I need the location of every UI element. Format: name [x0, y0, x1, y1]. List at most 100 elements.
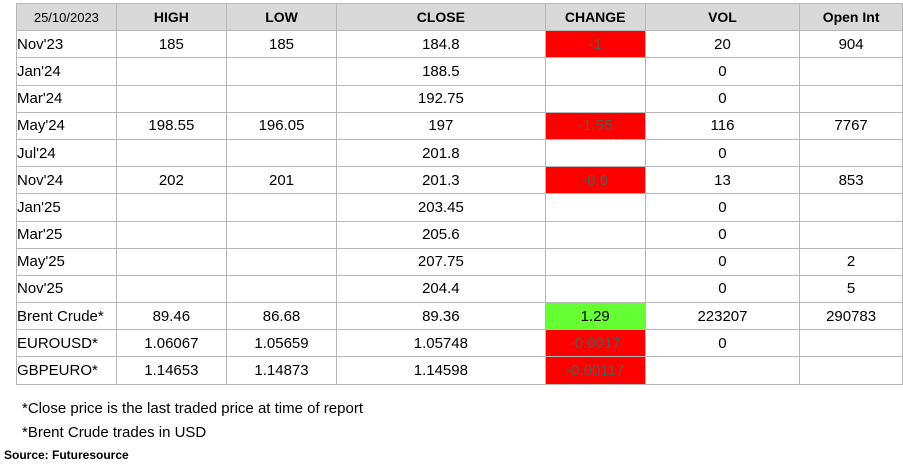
low-cell [225, 138, 338, 168]
high-cell [115, 84, 227, 113]
close-cell: 89.36 [336, 302, 546, 331]
table-row: Jul'24 201.8 0 [16, 138, 903, 168]
contract-name: Jan'24 [16, 57, 117, 86]
change-header: CHANGE [544, 2, 646, 32]
vol-cell: 223207 [644, 302, 801, 331]
vol-cell: 0 [644, 247, 801, 276]
contract-name: Jul'24 [16, 138, 117, 168]
vol-cell: 0 [644, 138, 801, 168]
table-row: Mar'24 192.75 0 [16, 84, 903, 113]
low-cell: 1.05659 [225, 329, 338, 358]
high-header: HIGH [115, 2, 227, 32]
table-row: Nov'25 204.4 0 5 [16, 274, 903, 304]
low-cell [225, 220, 338, 249]
high-cell [115, 247, 227, 276]
vol-cell [644, 356, 801, 385]
futures-table: 25/10/2023 HIGH LOW CLOSE CHANGE VOL Ope… [16, 2, 903, 385]
open-int-cell: 7767 [799, 111, 903, 140]
high-cell [115, 220, 227, 249]
close-cell: 197 [336, 111, 546, 140]
change-cell [544, 220, 646, 249]
contract-name: Mar'25 [16, 220, 117, 249]
open-int-cell [799, 84, 903, 113]
open-int-cell: 290783 [799, 302, 903, 331]
high-cell [115, 57, 227, 86]
change-cell: -0.6 [544, 166, 646, 195]
contract-name: May'24 [16, 111, 117, 140]
low-cell [225, 193, 338, 222]
high-cell [115, 138, 227, 168]
change-cell: 1.29 [544, 302, 646, 331]
table-row: May'24 198.55 196.05 197 -1.55 116 7767 [16, 111, 903, 140]
change-cell [544, 274, 646, 304]
contract-name: Nov'24 [16, 166, 117, 195]
close-cell: 207.75 [336, 247, 546, 276]
change-cell [544, 57, 646, 86]
open-int-cell [799, 193, 903, 222]
low-cell: 86.68 [225, 302, 338, 331]
high-cell: 89.46 [115, 302, 227, 331]
high-cell: 185 [115, 30, 227, 59]
low-cell [225, 84, 338, 113]
high-cell: 202 [115, 166, 227, 195]
close-header: CLOSE [336, 2, 546, 32]
vol-header: VOL [644, 2, 801, 32]
contract-name: Brent Crude* [16, 302, 117, 331]
contract-name: Nov'23 [16, 30, 117, 59]
change-cell: -1 [544, 30, 646, 59]
open-int-cell [799, 356, 903, 385]
open-int-cell: 853 [799, 166, 903, 195]
table-row: Jan'25 203.45 0 [16, 193, 903, 222]
close-cell: 201.3 [336, 166, 546, 195]
high-cell [115, 274, 227, 304]
footnote-close-price: *Close price is the last traded price at… [22, 400, 363, 417]
close-cell: 203.45 [336, 193, 546, 222]
open-int-cell [799, 57, 903, 86]
low-cell: 201 [225, 166, 338, 195]
change-cell: -0.0017 [544, 329, 646, 358]
change-cell [544, 247, 646, 276]
contract-name: GBPEURO* [16, 356, 117, 385]
contract-name: May'25 [16, 247, 117, 276]
close-cell: 192.75 [336, 84, 546, 113]
table-row: Mar'25 205.6 0 [16, 220, 903, 249]
vol-cell: 0 [644, 274, 801, 304]
vol-cell: 13 [644, 166, 801, 195]
low-cell: 196.05 [225, 111, 338, 140]
open-int-header: Open Int [799, 2, 903, 32]
vol-cell: 0 [644, 84, 801, 113]
close-cell: 201.8 [336, 138, 546, 168]
close-cell: 1.14598 [336, 356, 546, 385]
low-cell [225, 274, 338, 304]
table-row: Nov'23 185 185 184.8 -1 20 904 [16, 30, 903, 59]
source-credit: Source: Futuresource [4, 448, 129, 462]
open-int-cell: 2 [799, 247, 903, 276]
vol-cell: 0 [644, 220, 801, 249]
close-cell: 188.5 [336, 57, 546, 86]
open-int-cell: 5 [799, 274, 903, 304]
contract-name: Nov'25 [16, 274, 117, 304]
close-cell: 184.8 [336, 30, 546, 59]
table-row: Brent Crude* 89.46 86.68 89.36 1.29 223207 290… [16, 302, 903, 331]
high-cell: 1.14653 [115, 356, 227, 385]
contract-name: EUROUSD* [16, 329, 117, 358]
vol-cell: 116 [644, 111, 801, 140]
change-cell [544, 193, 646, 222]
vol-cell: 0 [644, 193, 801, 222]
high-cell: 198.55 [115, 111, 227, 140]
low-cell: 1.14873 [225, 356, 338, 385]
vol-cell: 0 [644, 57, 801, 86]
high-cell: 1.06067 [115, 329, 227, 358]
low-header: LOW [225, 2, 338, 32]
close-cell: 205.6 [336, 220, 546, 249]
table-row: Jan'24 188.5 0 [16, 57, 903, 86]
table-row: May'25 207.75 0 2 [16, 247, 903, 276]
footnote-brent-usd: *Brent Crude trades in USD [22, 424, 207, 441]
close-cell: 204.4 [336, 274, 546, 304]
vol-cell: 20 [644, 30, 801, 59]
contract-name: Jan'25 [16, 193, 117, 222]
low-cell [225, 57, 338, 86]
table-row: GBPEURO* 1.14653 1.14873 1.14598 -0.00117 [16, 356, 903, 385]
open-int-cell [799, 138, 903, 168]
open-int-cell: 904 [799, 30, 903, 59]
